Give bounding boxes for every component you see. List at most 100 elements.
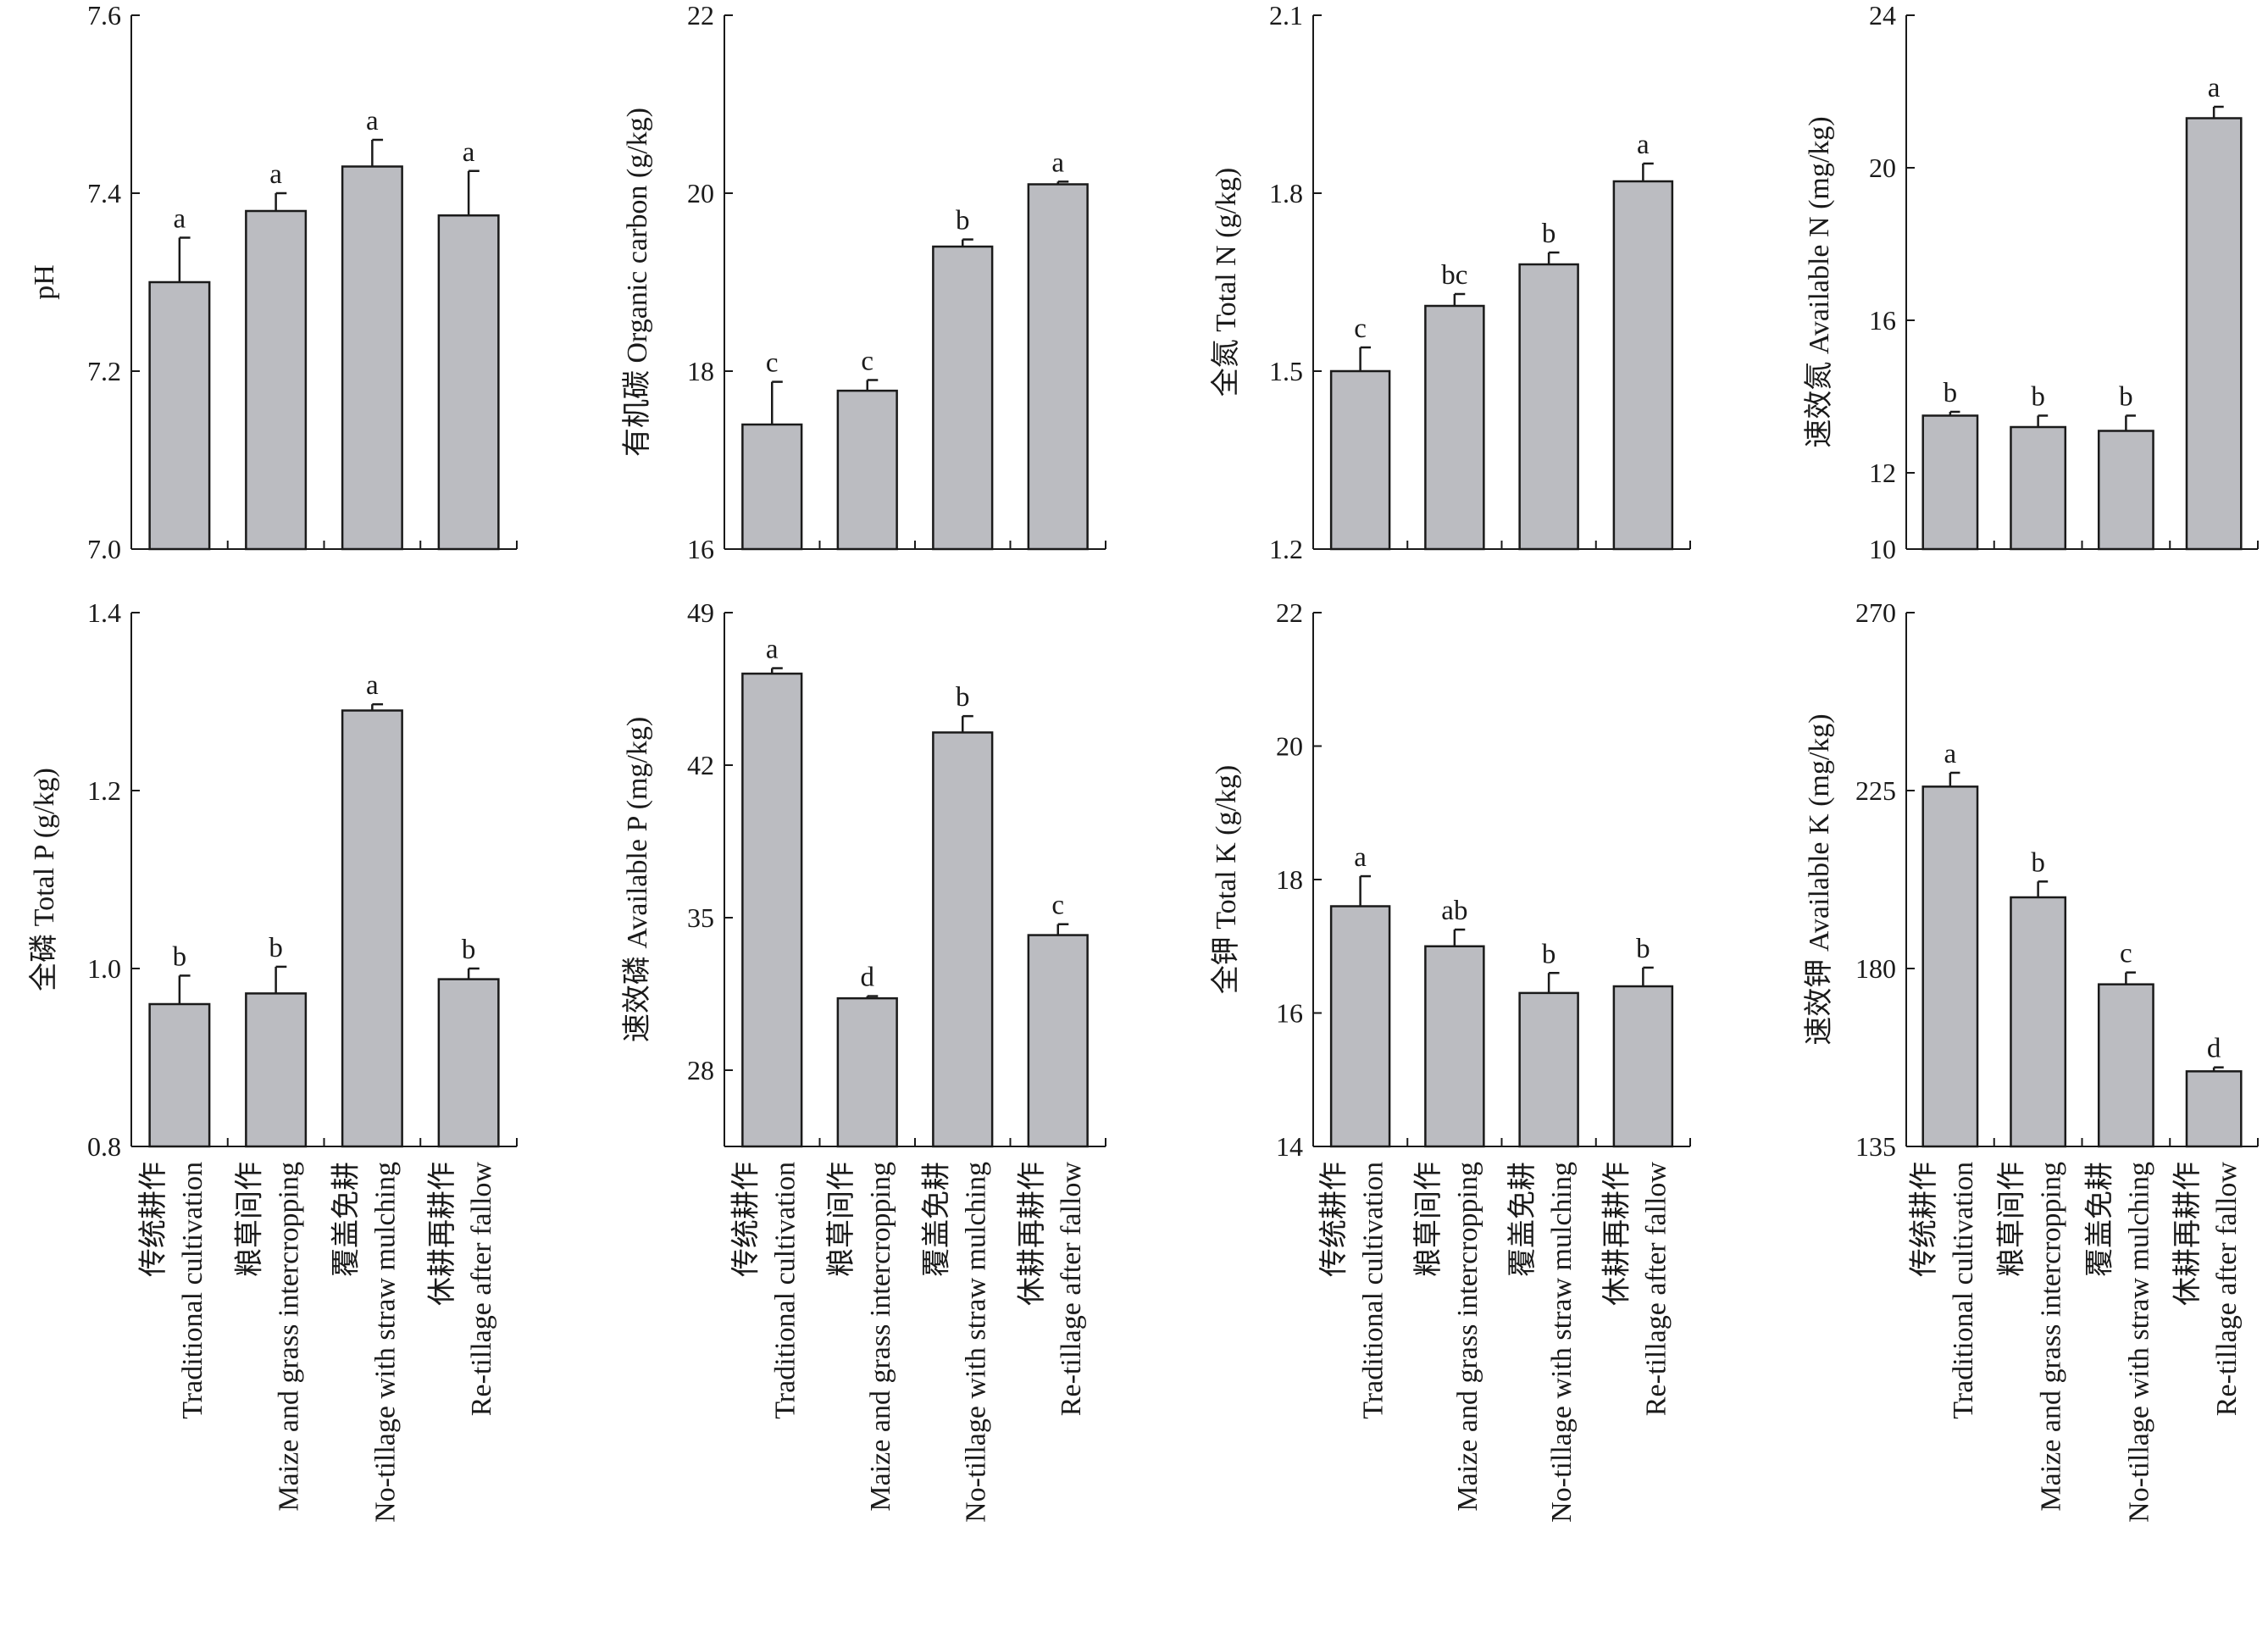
y-axis-title: 速效钾 Available K (mg/kg)	[1803, 713, 1835, 1045]
y-tick-label: 270	[1855, 597, 1896, 628]
category-label-en: Re-tillage after fallow	[466, 1162, 497, 1417]
y-tick-label: 20	[1869, 153, 1896, 183]
y-tick-label: 16	[1276, 998, 1303, 1029]
y-tick-label: 22	[687, 0, 714, 31]
y-tick-label: 14	[1276, 1131, 1303, 1162]
significance-label: c	[861, 347, 873, 377]
bar	[1424, 304, 1485, 551]
significance-label: c	[766, 348, 779, 379]
y-tick-label: 7.4	[87, 178, 121, 208]
y-tick-label: 7.0	[87, 534, 121, 564]
bar	[2097, 430, 2154, 551]
y-tick-label: 1.5	[1269, 356, 1303, 386]
category-label-zh: 休耕再耕作	[1016, 1162, 1048, 1306]
significance-label: a	[2208, 73, 2221, 103]
bar	[1424, 945, 1485, 1148]
category-label-en: No-tillage with straw mulching	[1546, 1162, 1578, 1523]
y-tick-label: 49	[687, 597, 714, 628]
significance-label: c	[1051, 891, 1064, 921]
significance-label: b	[462, 935, 476, 965]
significance-label: b	[1944, 378, 1958, 408]
y-tick-label: 16	[687, 534, 714, 564]
y-axis-title: 有机碳 Organic carbon (g/kg)	[621, 108, 653, 457]
y-tick-label: 35	[687, 902, 714, 933]
y-axis-title: 全磷 Total P (g/kg)	[28, 768, 60, 991]
significance-label: b	[2119, 382, 2133, 413]
significance-label: a	[174, 204, 186, 235]
y-tick-label: 10	[1869, 534, 1896, 564]
category-label-en: Maize and grass intercropping	[865, 1162, 896, 1512]
bar	[1329, 369, 1391, 551]
category-label-zh: 休耕再耕作	[1600, 1162, 1633, 1306]
bar	[1612, 180, 1674, 551]
y-tick-label: 1.4	[87, 597, 121, 628]
y-axis-title: 速效氮 Available N (mg/kg)	[1803, 116, 1835, 447]
y-tick-label: 24	[1869, 0, 1896, 31]
y-tick-label: 225	[1855, 775, 1896, 806]
category-label-en: Traditional cultivation	[1358, 1162, 1389, 1419]
bar	[2010, 896, 2067, 1148]
bar	[245, 992, 308, 1148]
category-label-zh: 传统耕作	[729, 1162, 762, 1277]
bar	[1518, 263, 1579, 551]
category-label-zh: 传统耕作	[1318, 1162, 1350, 1277]
significance-label: b	[2031, 382, 2045, 413]
significance-label: a	[1051, 147, 1064, 178]
bar	[1329, 905, 1391, 1148]
category-label-en: Traditional cultivation	[177, 1162, 208, 1419]
y-tick-label: 180	[1855, 953, 1896, 984]
y-tick-label: 0.8	[87, 1131, 121, 1162]
y-tick-label: 1.0	[87, 953, 121, 984]
y-axis-title: 全钾 Total K (g/kg)	[1210, 765, 1242, 995]
y-tick-label: 20	[687, 178, 714, 208]
y-tick-label: 20	[1276, 731, 1303, 762]
bar	[2185, 117, 2243, 551]
bar	[341, 709, 403, 1148]
significance-label: a	[366, 106, 379, 136]
y-axis-title: 全氮 Total N (g/kg)	[1210, 168, 1242, 397]
bar	[2185, 1070, 2243, 1148]
bar	[245, 209, 308, 551]
category-label-zh: 覆盖免耕	[1506, 1162, 1539, 1277]
category-label-zh: 粮草间作	[234, 1162, 266, 1277]
significance-label: d	[861, 963, 875, 993]
significance-label: b	[956, 206, 970, 236]
category-label-en: Re-tillage after fallow	[2211, 1162, 2243, 1417]
bar	[741, 423, 803, 551]
bar	[341, 165, 403, 551]
significance-label: a	[1354, 842, 1367, 873]
panel-5: 0.8 1.0 1.2 1.4 全磷 Total P (g/kg) b b a b 传统耕作 Tra…	[28, 597, 518, 1523]
bar	[1921, 785, 1979, 1148]
significance-label: a	[1637, 130, 1650, 160]
panel-1: 7.0 7.2 7.4 7.6 pH a a a a	[29, 0, 518, 564]
category-label-en: Traditional cultivation	[1948, 1162, 1979, 1419]
panel-6: 28 35 42 49 速效磷 Available P (mg/kg) a d b c 传统耕作 T…	[621, 597, 1106, 1523]
y-tick-label: 135	[1855, 1131, 1896, 1162]
significance-label: a	[366, 670, 379, 701]
significance-label: a	[766, 635, 779, 665]
bar	[932, 731, 994, 1148]
y-tick-label: 16	[1869, 305, 1896, 336]
y-axis-title: pH	[29, 264, 60, 300]
category-label-zh: 传统耕作	[1908, 1162, 1940, 1277]
category-label-zh: 粮草间作	[1412, 1162, 1445, 1277]
significance-label: a	[463, 137, 475, 168]
significance-label: b	[173, 941, 187, 972]
y-tick-label: 28	[687, 1055, 714, 1085]
bar	[2010, 425, 2067, 551]
category-label-zh: 传统耕作	[137, 1162, 169, 1277]
bar	[1027, 934, 1089, 1148]
category-label-zh: 粮草间作	[1996, 1162, 2028, 1277]
panel-4: 10 12 16 20 24 速效氮 Available N (mg/kg) b b b a	[1803, 0, 2259, 564]
panel-7: 14 16 18 20 22 全钾 Total K (g/kg) a ab b b 传统耕作 Trad…	[1210, 597, 1691, 1523]
category-label-en: No-tillage with straw mulching	[2123, 1162, 2154, 1523]
significance-label: b	[1636, 934, 1650, 964]
significance-label: ab	[1441, 896, 1467, 926]
category-label-en: Re-tillage after fallow	[1640, 1162, 1672, 1417]
category-label-zh: 粮草间作	[825, 1162, 857, 1277]
category-label-zh: 覆盖免耕	[920, 1162, 952, 1277]
category-label-en: Re-tillage after fallow	[1056, 1162, 1087, 1417]
bar	[836, 389, 898, 551]
category-label-en: Maize and grass intercropping	[1452, 1162, 1483, 1512]
